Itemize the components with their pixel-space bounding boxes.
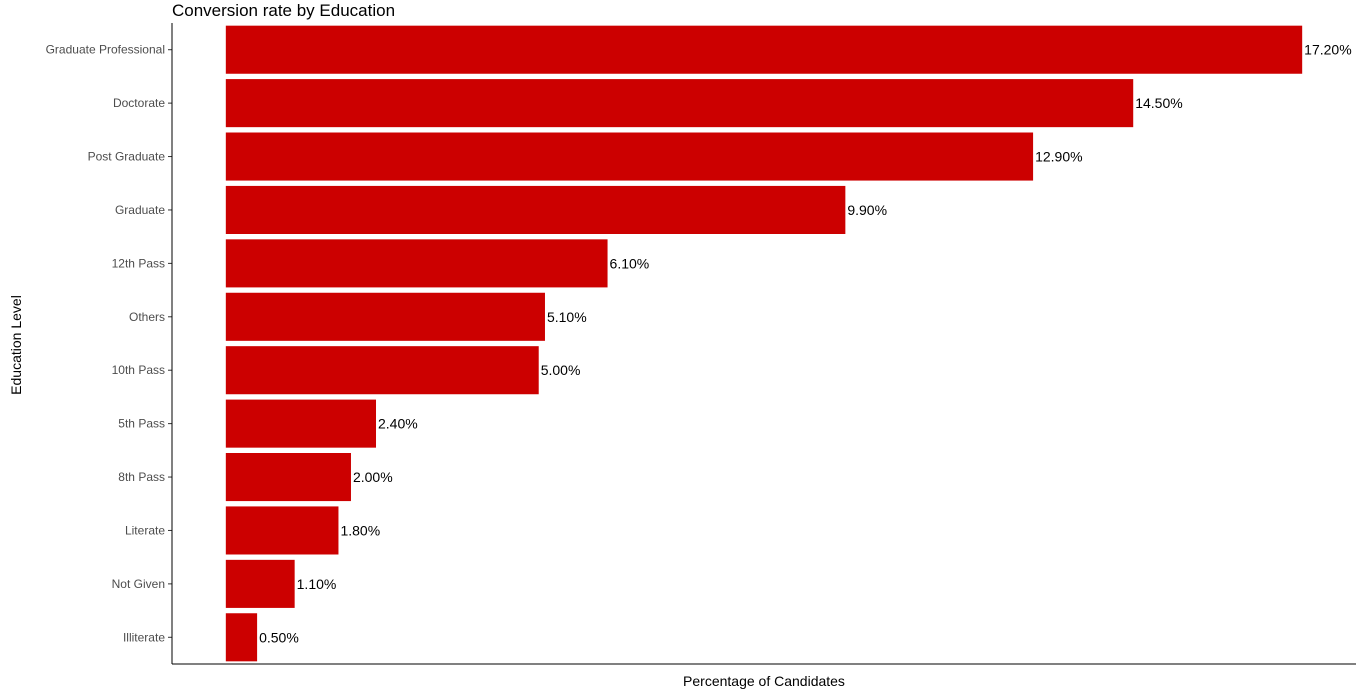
- bar: [225, 185, 846, 234]
- y-tick-label: Graduate: [115, 203, 165, 217]
- y-tick-label: Graduate Professional: [46, 43, 165, 57]
- bar: [225, 453, 351, 502]
- data-labels-group: 17.20% 14.50% 12.90% 9.90% 6.10% 5.10% 5.00% 2.…: [259, 42, 1352, 646]
- bar: [225, 79, 1134, 128]
- y-axis-title: Education Level: [8, 295, 24, 395]
- bar: [225, 559, 295, 608]
- data-label: 17.20%: [1304, 42, 1351, 58]
- data-label: 2.40%: [378, 416, 418, 432]
- y-tick-label: Others: [129, 310, 165, 324]
- y-tick-label: 8th Pass: [118, 470, 165, 484]
- y-tick-label: Post Graduate: [88, 150, 166, 164]
- bars-group: [225, 25, 1303, 662]
- data-label: 1.10%: [297, 576, 337, 592]
- y-tick-label: 5th Pass: [118, 417, 165, 431]
- data-label: 5.00%: [541, 362, 581, 378]
- bar: [225, 346, 539, 395]
- data-label: 9.90%: [847, 202, 887, 218]
- y-tick-label: Doctorate: [113, 96, 165, 110]
- chart-title: Conversion rate by Education: [172, 1, 395, 20]
- y-axis: Graduate Professional Doctorate Post Gradu…: [46, 43, 172, 644]
- bar: [225, 613, 258, 662]
- y-tick-label: 10th Pass: [112, 363, 165, 377]
- bar: [225, 132, 1034, 181]
- data-label: 6.10%: [610, 255, 650, 271]
- data-label: 1.80%: [340, 522, 380, 538]
- bar: [225, 239, 608, 288]
- y-tick-label: Illiterate: [123, 630, 165, 644]
- y-tick-label: 12th Pass: [112, 256, 165, 270]
- y-tick-label: Not Given: [112, 577, 165, 591]
- data-label: 2.00%: [353, 469, 393, 485]
- bar: [225, 292, 545, 341]
- bar: [225, 506, 339, 555]
- bar: [225, 25, 1303, 74]
- bar: [225, 399, 377, 448]
- x-axis-title: Percentage of Candidates: [683, 673, 845, 689]
- y-tick-label: Literate: [125, 523, 165, 537]
- data-label: 5.10%: [547, 309, 587, 325]
- data-label: 14.50%: [1135, 95, 1182, 111]
- data-label: 12.90%: [1035, 149, 1082, 165]
- data-label: 0.50%: [259, 629, 299, 645]
